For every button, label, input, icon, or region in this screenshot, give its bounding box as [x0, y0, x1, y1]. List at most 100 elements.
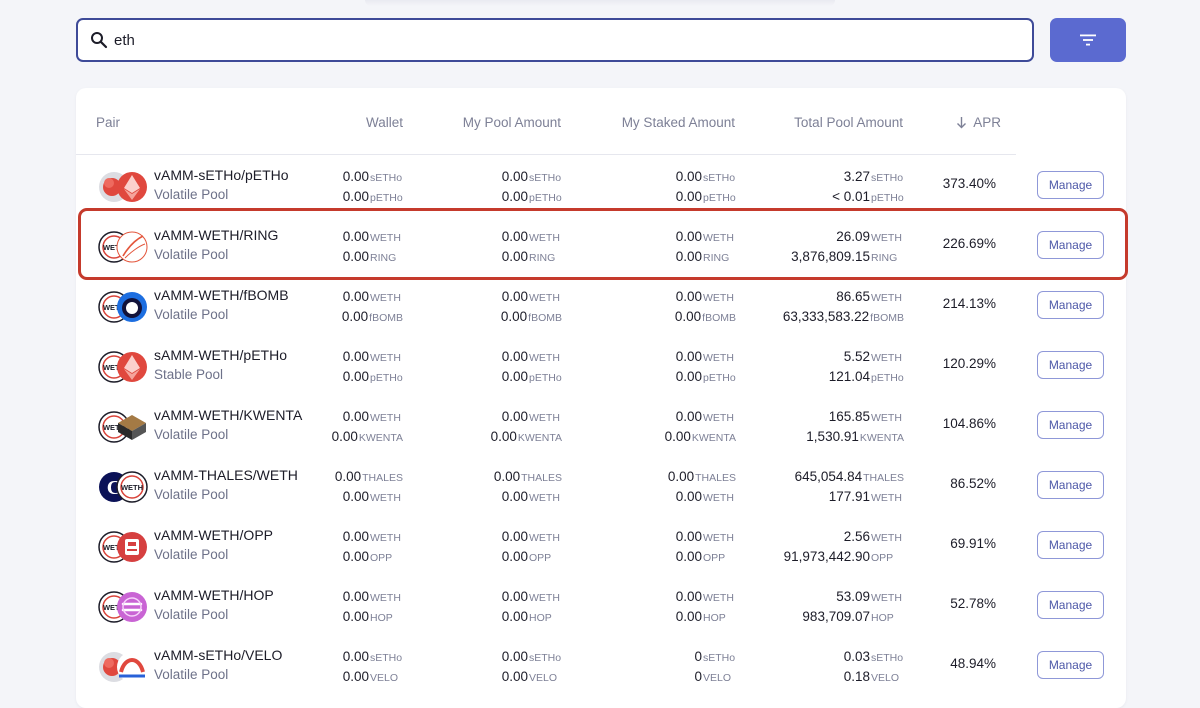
pair-name: vAMM-WETH/fBOMB [154, 287, 289, 303]
header-apr-label: APR [973, 115, 1001, 130]
pool-type: Volatile Pool [154, 667, 229, 682]
pair-name: vAMM-WETH/HOP [154, 587, 274, 603]
apr-value: 69.91% [950, 536, 996, 551]
table-row: WETH sAMM-WETH/pETHo Stable Pool 0.00WETH 0.… [76, 335, 1126, 395]
manage-button[interactable]: Manage [1037, 471, 1104, 499]
pair-token-icons [96, 650, 148, 684]
wallet-amounts: 0.00WETH 0.00pETHo [342, 349, 403, 384]
pair-name: vAMM-WETH/OPP [154, 527, 273, 543]
table-row: C WETH vAMM-THALES/WETH Volatile Pool 0.00TH… [76, 455, 1126, 515]
pair-name: vAMM-WETH/KWENTA [154, 407, 303, 423]
my-pool-amounts: 0.00THALES 0.00WETH [493, 469, 562, 504]
header-my-pool-amount[interactable]: My Pool Amount [462, 115, 561, 130]
my-staked-amounts: 0.00WETH 0.00KWENTA [664, 409, 736, 444]
apr-value: 120.29% [942, 356, 996, 371]
table-row: WETH vAMM-WETH/KWENTA Volatile Pool 0.00WET… [76, 395, 1126, 455]
wallet-amounts: 0.00WETH 0.00KWENTA [331, 409, 403, 444]
total-pool-amounts: 86.65WETH 63,333,583.22fBOMB [782, 289, 904, 324]
filter-icon [1080, 34, 1096, 46]
total-pool-amounts: 3.27sETHo < 0.01pETHo [832, 169, 904, 204]
pool-type: Volatile Pool [154, 547, 229, 562]
pool-type: Stable Pool [154, 367, 224, 382]
manage-button[interactable]: Manage [1037, 651, 1104, 679]
table-header: Pair Wallet My Pool Amount My Staked Amo… [76, 88, 1016, 155]
svg-text:WETH: WETH [103, 543, 125, 552]
my-pool-amounts: 0.00WETH 0.00OPP [501, 529, 560, 564]
total-pool-amounts: 53.09WETH 983,709.07HOP [802, 589, 902, 624]
my-pool-amounts: 0.00WETH 0.00RING [501, 229, 560, 264]
my-staked-amounts: 0sETHo 0VELO [694, 649, 736, 684]
table-row: WETH vAMM-WETH/HOP Volatile Pool 0.00WETH 0.… [76, 575, 1126, 635]
manage-button[interactable]: Manage [1037, 351, 1104, 379]
header-pair: Pair [96, 115, 121, 130]
weth-icon: WETH [116, 471, 148, 503]
table-row: vAMM-sETHo/pETHo Volatile Pool 0.00sETHo 0.… [76, 155, 1126, 215]
hop-icon [117, 592, 147, 622]
total-pool-amounts: 2.56WETH 91,973,442.90OPP [783, 529, 902, 564]
pool-type: Volatile Pool [154, 607, 229, 622]
total-pool-amounts: 165.85WETH 1,530.91KWENTA [806, 409, 904, 444]
weth-icon: WETH [98, 411, 130, 443]
svg-text:WETH: WETH [103, 603, 125, 612]
total-pool-amounts: 5.52WETH 121.04pETHo [828, 349, 904, 384]
apr-value: 86.52% [950, 476, 996, 491]
table-row: WETH vAMM-WETH/RING Volatile Pool 0.00WETH 0… [76, 215, 1126, 275]
pair-name: vAMM-sETHo/VELO [154, 647, 283, 663]
filter-button[interactable] [1050, 18, 1126, 62]
pair-token-icons: WETH [96, 350, 148, 384]
opp-icon [117, 532, 147, 562]
my-pool-amounts: 0.00WETH 0.00fBOMB [500, 289, 562, 324]
header-my-staked-amount[interactable]: My Staked Amount [621, 115, 735, 130]
manage-button[interactable]: Manage [1037, 591, 1104, 619]
wallet-amounts: 0.00WETH 0.00fBOMB [341, 289, 403, 324]
table-row: vAMM-sETHo/VELO Volatile Pool 0.00sETHo 0.0… [76, 635, 1126, 695]
pool-type: Volatile Pool [154, 307, 229, 322]
pair-token-icons: WETH [96, 290, 148, 324]
pair-token-icons: WETH [96, 530, 148, 564]
pair-name: vAMM-THALES/WETH [154, 467, 298, 483]
my-staked-amounts: 0.00WETH 0.00pETHo [675, 349, 736, 384]
total-pool-amounts: 0.03sETHo 0.18VELO [843, 649, 904, 684]
table-row: WETH vAMM-WETH/fBOMB Volatile Pool 0.00WETH… [76, 275, 1126, 335]
wallet-amounts: 0.00sETHo 0.00VELO [342, 649, 403, 684]
wallet-amounts: 0.00WETH 0.00HOP [342, 589, 401, 624]
header-total-pool-amount[interactable]: Total Pool Amount [794, 115, 903, 130]
wallet-amounts: 0.00sETHo 0.00pETHo [342, 169, 403, 204]
my-pool-amounts: 0.00WETH 0.00pETHo [501, 349, 562, 384]
svg-text:WETH: WETH [103, 423, 125, 432]
ring-icon [116, 231, 148, 263]
pair-name: sAMM-WETH/pETHo [154, 347, 287, 363]
pair-token-icons: WETH [96, 230, 148, 264]
search-box[interactable] [76, 18, 1034, 62]
manage-button[interactable]: Manage [1037, 411, 1104, 439]
my-staked-amounts: 0.00WETH 0.00fBOMB [674, 289, 736, 324]
manage-button[interactable]: Manage [1037, 291, 1104, 319]
svg-text:WETH: WETH [103, 303, 125, 312]
manage-button[interactable]: Manage [1037, 531, 1104, 559]
wallet-amounts: 0.00WETH 0.00RING [342, 229, 401, 264]
manage-button[interactable]: Manage [1037, 171, 1104, 199]
svg-text:WETH: WETH [121, 483, 143, 492]
pair-name: vAMM-WETH/RING [154, 227, 279, 243]
svg-text:WETH: WETH [103, 363, 125, 372]
my-staked-amounts: 0.00WETH 0.00OPP [675, 529, 734, 564]
total-pool-amounts: 645,054.84THALES 177.91WETH [794, 469, 904, 504]
peth-icon [117, 172, 147, 202]
pool-type: Volatile Pool [154, 187, 229, 202]
pool-type: Volatile Pool [154, 487, 229, 502]
header-apr[interactable]: APR [946, 115, 1001, 130]
my-staked-amounts: 0.00sETHo 0.00pETHo [675, 169, 736, 204]
header-wallet[interactable]: Wallet [365, 115, 403, 130]
table-row: WETH vAMM-WETH/OPP Volatile Pool 0.00WETH 0.… [76, 515, 1126, 575]
sort-arrow-down-icon [957, 117, 967, 129]
pools-table: Pair Wallet My Pool Amount My Staked Amo… [76, 88, 1126, 708]
search-input[interactable] [114, 28, 994, 52]
my-staked-amounts: 0.00THALES 0.00WETH [667, 469, 736, 504]
pool-type: Volatile Pool [154, 247, 229, 262]
manage-button[interactable]: Manage [1037, 231, 1104, 259]
velo-icon [117, 652, 147, 682]
my-pool-amounts: 0.00WETH 0.00HOP [501, 589, 560, 624]
top-edge-shadow [365, 0, 835, 6]
fbomb-icon [117, 292, 147, 322]
apr-value: 104.86% [942, 416, 996, 431]
